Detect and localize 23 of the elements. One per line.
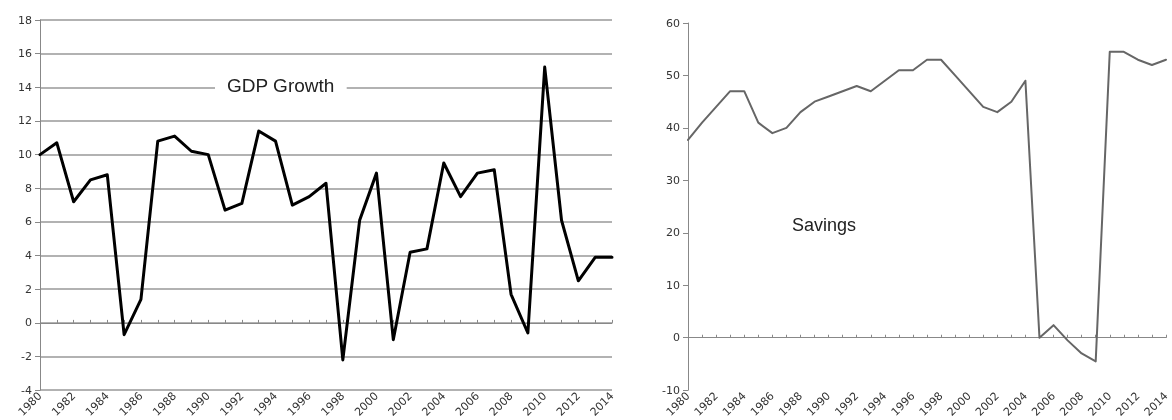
text: GDP Growth [227, 75, 335, 96]
y-tick-label: 4 [25, 249, 32, 263]
y-tick-label: 60 [666, 16, 680, 30]
y-tick-label: 8 [25, 181, 32, 195]
y-tick-label: -10 [662, 383, 680, 397]
y-tick-label: 12 [18, 114, 32, 128]
line-series [38, 65, 614, 362]
y-tick-label: -4 [21, 383, 32, 397]
y-tick-label: 10 [18, 148, 32, 162]
y-tick-label: 30 [666, 173, 680, 187]
y-tick-label: 0 [25, 316, 32, 330]
y-tick-label: 18 [18, 13, 32, 27]
y-tick-label: 16 [18, 47, 32, 61]
y-tick-label: 40 [666, 121, 680, 135]
y-tick-label: 2 [25, 282, 32, 296]
y-tick-label: 6 [25, 215, 32, 229]
y-tick-label: 50 [666, 68, 680, 82]
text: Savings [792, 215, 857, 235]
y-tick-label: 20 [666, 226, 680, 240]
y-tick-label: 10 [666, 278, 680, 292]
y-tick-label: 14 [18, 80, 32, 94]
y-tick-label: -2 [21, 350, 32, 364]
y-tick-label: 0 [673, 331, 680, 345]
